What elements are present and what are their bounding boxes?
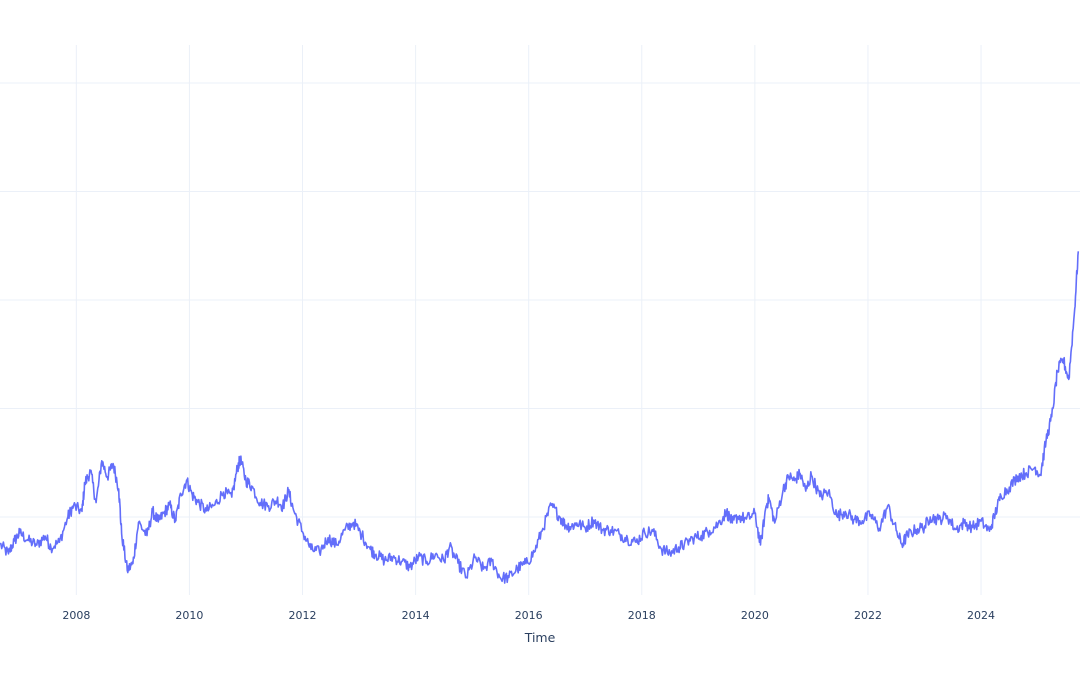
x-tick-label: 2012	[289, 609, 317, 622]
x-tick-label: 2014	[402, 609, 430, 622]
x-tick-labels: 2008 2010 2012 2014 2016 2018 2020 2022 2024	[62, 609, 995, 622]
gridlines	[0, 45, 1080, 595]
series-line	[0, 251, 1080, 584]
x-tick-label: 2008	[62, 609, 90, 622]
x-tick-label: 2016	[515, 609, 543, 622]
x-tick-label: 2010	[175, 609, 203, 622]
x-tick-label: 2018	[628, 609, 656, 622]
series-group	[0, 251, 1080, 584]
x-tick-label: 2024	[967, 609, 995, 622]
x-axis-title: Time	[524, 630, 556, 645]
x-tick-label: 2020	[741, 609, 769, 622]
x-tick-label: 2022	[854, 609, 882, 622]
